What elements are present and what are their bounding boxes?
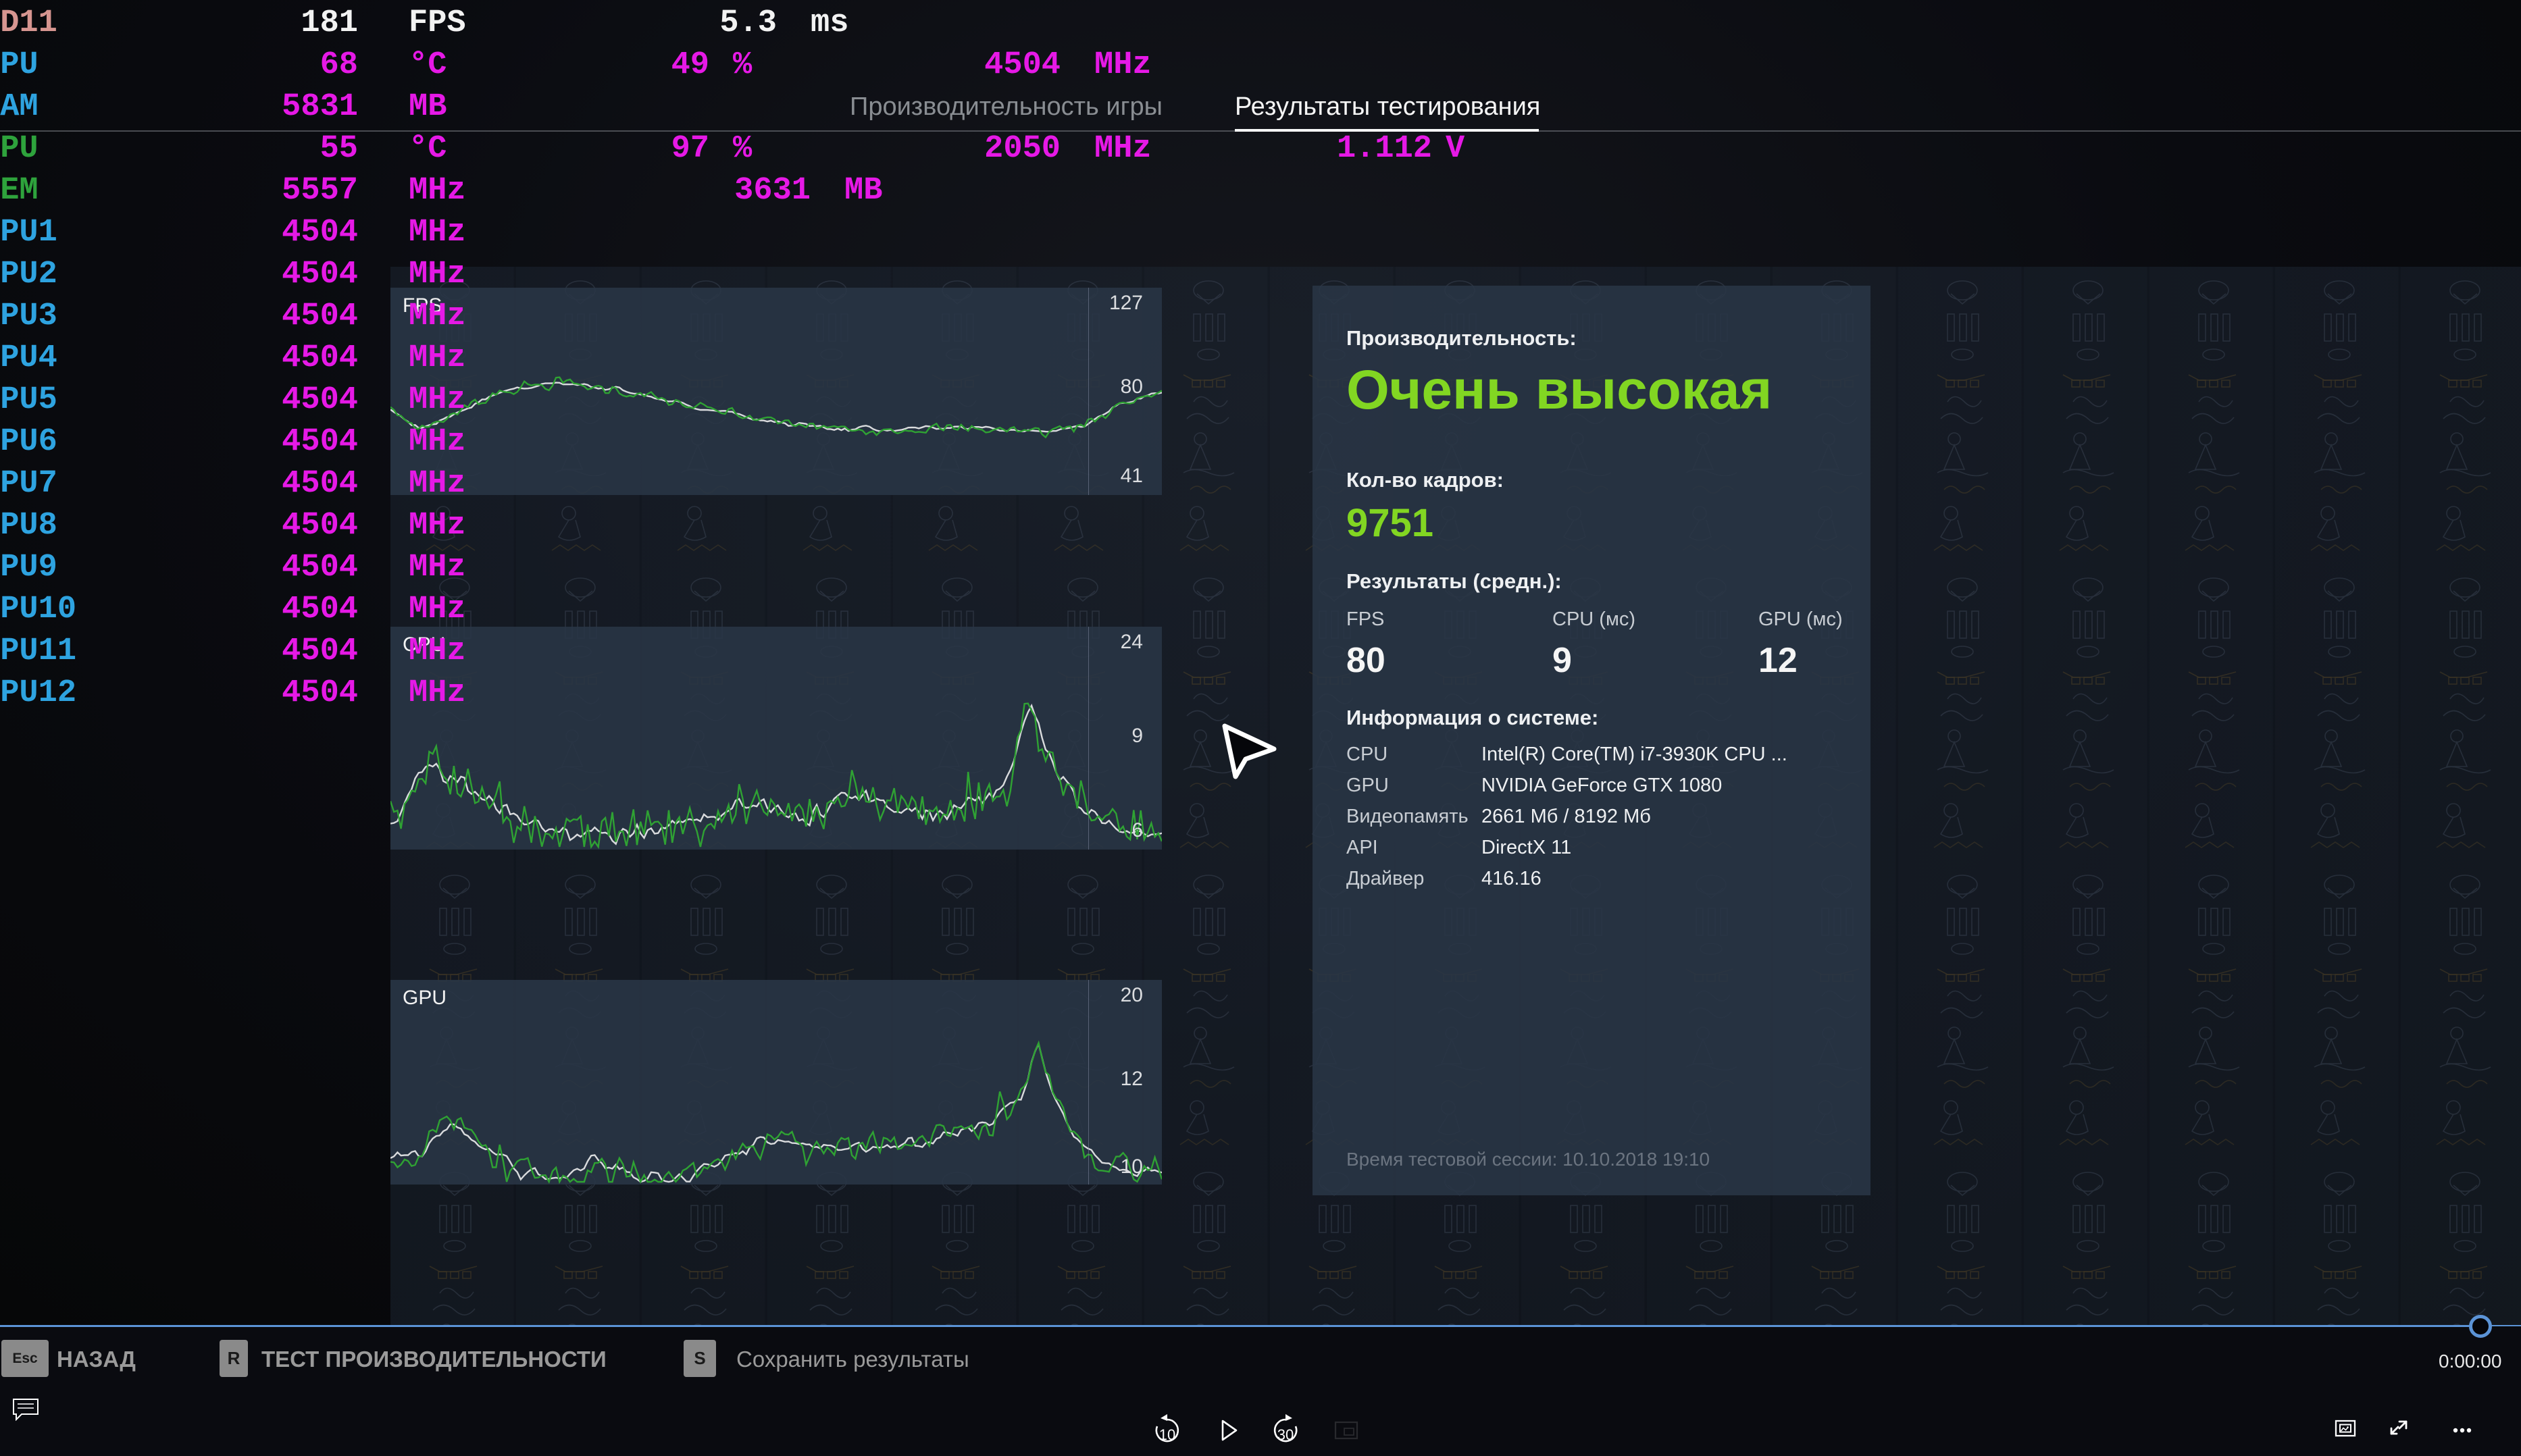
svg-text:30: 30 — [1277, 1426, 1294, 1443]
svg-text:10: 10 — [1159, 1426, 1175, 1443]
